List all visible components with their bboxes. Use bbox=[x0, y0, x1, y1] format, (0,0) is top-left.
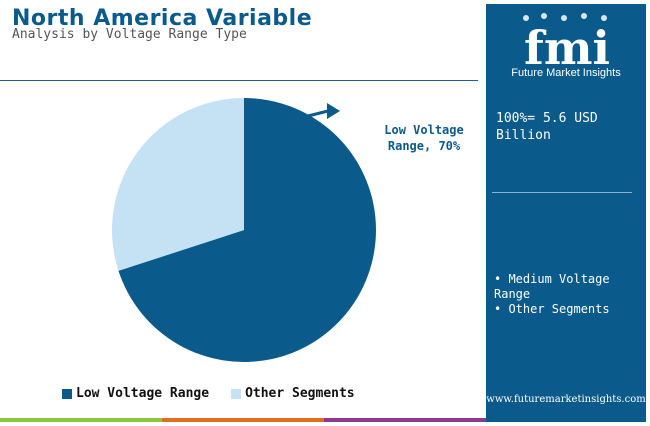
slice-callout: Low Voltage Range, 70% bbox=[376, 122, 472, 154]
pie-slice-other-segments bbox=[111, 98, 244, 271]
segment-list: • Medium Voltage Range • Other Segments bbox=[494, 272, 640, 317]
logo-caption: Future Market Insights bbox=[511, 67, 621, 79]
callout-arrow bbox=[303, 103, 340, 119]
footer-bar-purple bbox=[324, 418, 486, 422]
page-title: North America Variable bbox=[12, 6, 313, 31]
segment-item-medium-voltage: • Medium Voltage Range bbox=[494, 272, 610, 301]
legend-swatch-other-segments bbox=[231, 388, 242, 399]
callout-line-2: Range, 70% bbox=[387, 139, 461, 153]
panel-divider bbox=[492, 192, 632, 193]
footer-bar-green bbox=[0, 418, 162, 422]
chart-legend: Low Voltage Range Other Segments bbox=[62, 386, 377, 401]
segment-item-other: • Other Segments bbox=[494, 302, 610, 316]
website-link[interactable]: www.futuremarketinsights.com bbox=[486, 394, 646, 405]
footer-bar-orange bbox=[162, 418, 324, 422]
fmi-logo: fmi bbox=[523, 13, 610, 75]
pie-slice-low-voltage bbox=[118, 98, 376, 363]
legend-item-low-voltage: Low Voltage Range bbox=[62, 386, 209, 401]
legend-swatch-low-voltage bbox=[62, 388, 72, 399]
pie-slices bbox=[111, 98, 376, 363]
legend-item-other-segments: Other Segments bbox=[231, 386, 355, 401]
page-subtitle: Analysis by Voltage Range Type bbox=[12, 27, 247, 42]
legend-label-low-voltage: Low Voltage Range bbox=[76, 386, 210, 401]
header-divider bbox=[0, 80, 478, 81]
market-total-line-1: 100%= 5.6 USD bbox=[496, 111, 598, 126]
callout-line-1: Low Voltage bbox=[384, 123, 464, 137]
legend-label-other-segments: Other Segments bbox=[245, 386, 355, 401]
logo-wordmark: fmi bbox=[524, 21, 610, 75]
market-total: 100%= 5.6 USD Billion bbox=[496, 110, 636, 144]
info-panel: fmi Future Market Insights 100%= 5.6 USD… bbox=[486, 4, 646, 422]
market-total-line-2: Billion bbox=[496, 128, 551, 143]
